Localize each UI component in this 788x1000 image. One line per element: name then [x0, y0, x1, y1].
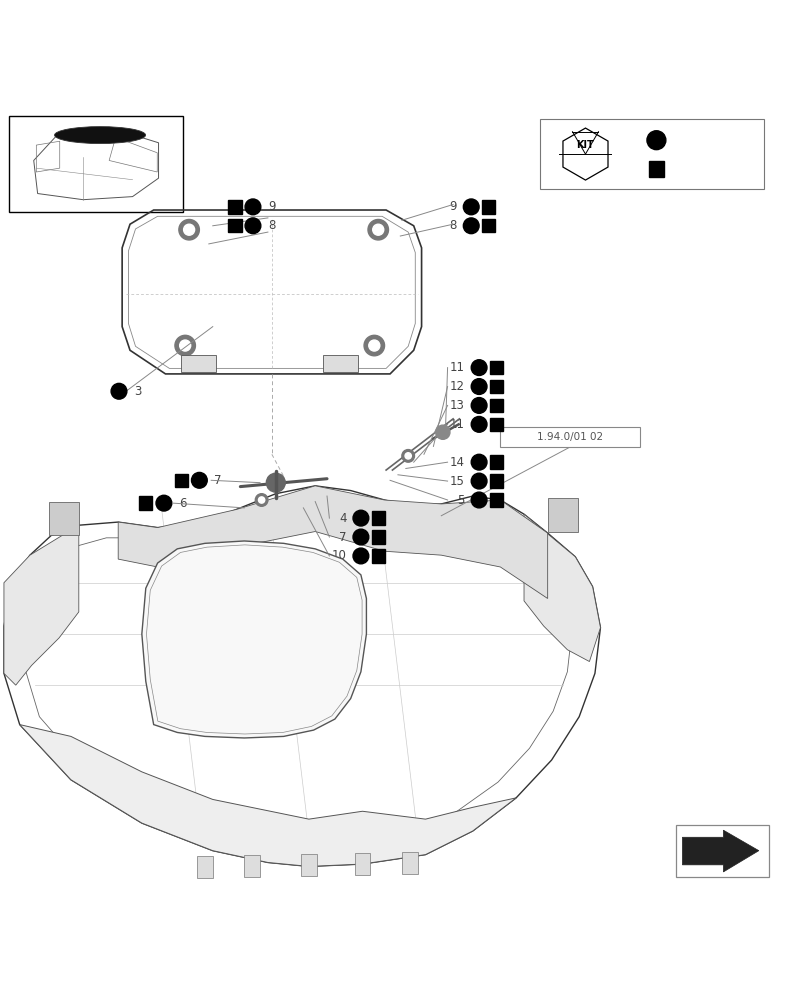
Text: 15: 15 — [450, 475, 465, 488]
Circle shape — [156, 495, 172, 511]
Bar — [540, 119, 764, 189]
Circle shape — [463, 218, 479, 234]
Text: = 2: = 2 — [674, 164, 693, 174]
Bar — [371, 511, 385, 525]
Bar — [371, 530, 385, 544]
Circle shape — [175, 335, 195, 356]
Circle shape — [471, 492, 487, 508]
Bar — [489, 455, 503, 469]
Bar — [481, 219, 495, 232]
Bar — [489, 474, 503, 488]
Circle shape — [436, 425, 450, 439]
Text: 4: 4 — [339, 512, 347, 525]
Text: 9: 9 — [268, 200, 276, 213]
Circle shape — [471, 379, 487, 394]
Circle shape — [471, 360, 487, 375]
Text: 1.94.0/01 02: 1.94.0/01 02 — [537, 432, 603, 442]
Text: 13: 13 — [450, 399, 465, 412]
Circle shape — [369, 340, 380, 351]
Circle shape — [364, 335, 385, 356]
Text: 7: 7 — [339, 531, 347, 544]
Bar — [174, 474, 188, 487]
Text: = 1: = 1 — [674, 135, 693, 145]
Circle shape — [266, 473, 285, 492]
Circle shape — [471, 416, 487, 432]
Bar — [489, 399, 503, 412]
Bar — [9, 116, 183, 212]
Polygon shape — [682, 830, 759, 872]
Circle shape — [402, 450, 414, 462]
Circle shape — [471, 473, 487, 489]
Text: 12: 12 — [450, 380, 465, 393]
Text: 8: 8 — [268, 219, 275, 232]
Bar — [49, 502, 79, 535]
Bar — [181, 355, 216, 372]
Circle shape — [368, 219, 388, 240]
Text: 8: 8 — [450, 219, 457, 232]
Circle shape — [353, 510, 369, 526]
Text: 11: 11 — [450, 418, 465, 431]
Text: 7: 7 — [214, 474, 222, 487]
Bar — [548, 498, 578, 532]
Circle shape — [463, 199, 479, 215]
Bar — [301, 854, 317, 876]
Polygon shape — [4, 525, 79, 685]
Polygon shape — [524, 514, 600, 662]
Circle shape — [647, 131, 666, 150]
Text: 9: 9 — [449, 200, 457, 213]
Text: KIT: KIT — [577, 140, 594, 150]
Ellipse shape — [54, 127, 146, 144]
Polygon shape — [118, 486, 548, 598]
Circle shape — [258, 497, 265, 503]
Bar — [228, 200, 241, 214]
Bar — [244, 855, 260, 877]
Text: 10: 10 — [332, 549, 347, 562]
Text: 14: 14 — [450, 456, 465, 469]
Bar — [402, 852, 418, 874]
Text: 11: 11 — [450, 361, 465, 374]
Circle shape — [471, 454, 487, 470]
Polygon shape — [20, 725, 516, 866]
Bar — [649, 161, 664, 177]
Bar — [676, 825, 769, 877]
Bar — [371, 549, 385, 563]
Circle shape — [245, 218, 261, 234]
Circle shape — [245, 199, 261, 215]
Bar — [197, 856, 213, 878]
Bar — [139, 496, 153, 510]
Bar — [323, 355, 358, 372]
Circle shape — [191, 472, 207, 488]
Circle shape — [373, 224, 384, 235]
Circle shape — [180, 340, 191, 351]
Circle shape — [184, 224, 195, 235]
Circle shape — [471, 398, 487, 413]
Bar — [489, 361, 503, 374]
Circle shape — [353, 529, 369, 545]
Bar — [489, 418, 503, 431]
Bar — [500, 427, 640, 447]
Circle shape — [255, 494, 268, 506]
Text: 5: 5 — [458, 493, 465, 506]
Bar — [489, 380, 503, 393]
Circle shape — [179, 219, 199, 240]
Polygon shape — [142, 541, 366, 738]
Text: 6: 6 — [179, 497, 187, 510]
Bar — [228, 219, 241, 232]
Bar — [481, 200, 495, 214]
Circle shape — [405, 453, 411, 459]
Text: 3: 3 — [134, 385, 141, 398]
Circle shape — [111, 383, 127, 399]
Bar — [489, 493, 503, 507]
Circle shape — [353, 548, 369, 564]
Bar — [355, 853, 370, 875]
